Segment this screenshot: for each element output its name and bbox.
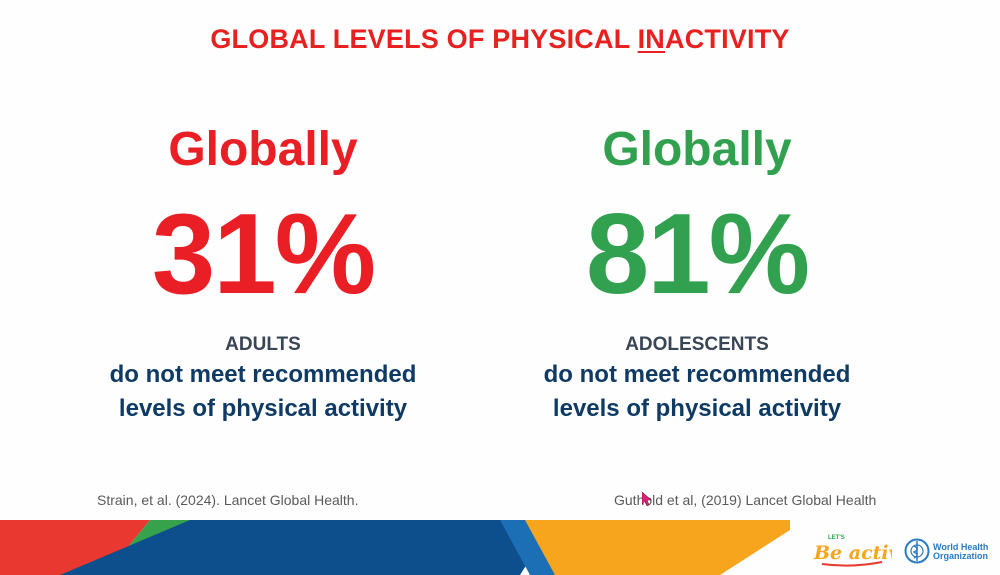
who-wordmark: World Health Organization xyxy=(933,543,988,561)
be-active-lets: LET'S xyxy=(828,535,845,541)
adolescents-group-label: ADOLESCENTS xyxy=(625,334,769,355)
adolescents-heading: Globally xyxy=(602,123,792,176)
adolescents-description-line1: do not meet recommended xyxy=(543,361,851,388)
adolescents-citation: Guthold et al, (2019) Lancet Global Heal… xyxy=(614,492,877,508)
adolescents-percent: 81% xyxy=(585,191,810,318)
adults-description-line1: do not meet recommended xyxy=(109,361,417,388)
adults-percent: 31% xyxy=(151,191,376,318)
who-emblem-icon xyxy=(904,538,930,564)
be-active-logo: LET'S Be active xyxy=(813,535,892,567)
title-text-end: ACTIVITY xyxy=(665,24,790,54)
title-text-start: GLOBAL LEVELS OF PHYSICAL xyxy=(210,24,638,54)
who-line1: World Health xyxy=(933,542,989,552)
title-text-underlined: IN xyxy=(637,24,666,54)
footer-light-blue-shape xyxy=(500,520,555,575)
footer-blue-shape xyxy=(60,520,555,575)
mouse-cursor-icon xyxy=(642,492,652,506)
adolescents-description-line2: levels of physical activity xyxy=(552,395,842,422)
footer-yellow-shape xyxy=(520,520,790,575)
adults-group-label: ADULTS xyxy=(225,334,301,355)
adults-stat-block: Globally 31% ADULTS do not meet recommen… xyxy=(48,120,478,424)
adults-citation: Strain, et al. (2024). Lancet Global Hea… xyxy=(97,492,359,508)
slide-title: GLOBAL LEVELS OF PHYSICAL INACTIVITY xyxy=(0,24,1000,55)
adults-heading: Globally xyxy=(168,123,358,176)
partner-logos: LET'S Be active World Health Organizatio… xyxy=(812,530,997,570)
adolescents-stat-block: Globally 81% ADOLESCENTS do not meet rec… xyxy=(482,120,912,424)
footer-color-band xyxy=(0,520,790,575)
be-active-wordmark: Be active xyxy=(813,542,892,564)
adults-description-line2: levels of physical activity xyxy=(118,395,408,422)
who-line2: Organization xyxy=(933,551,989,561)
